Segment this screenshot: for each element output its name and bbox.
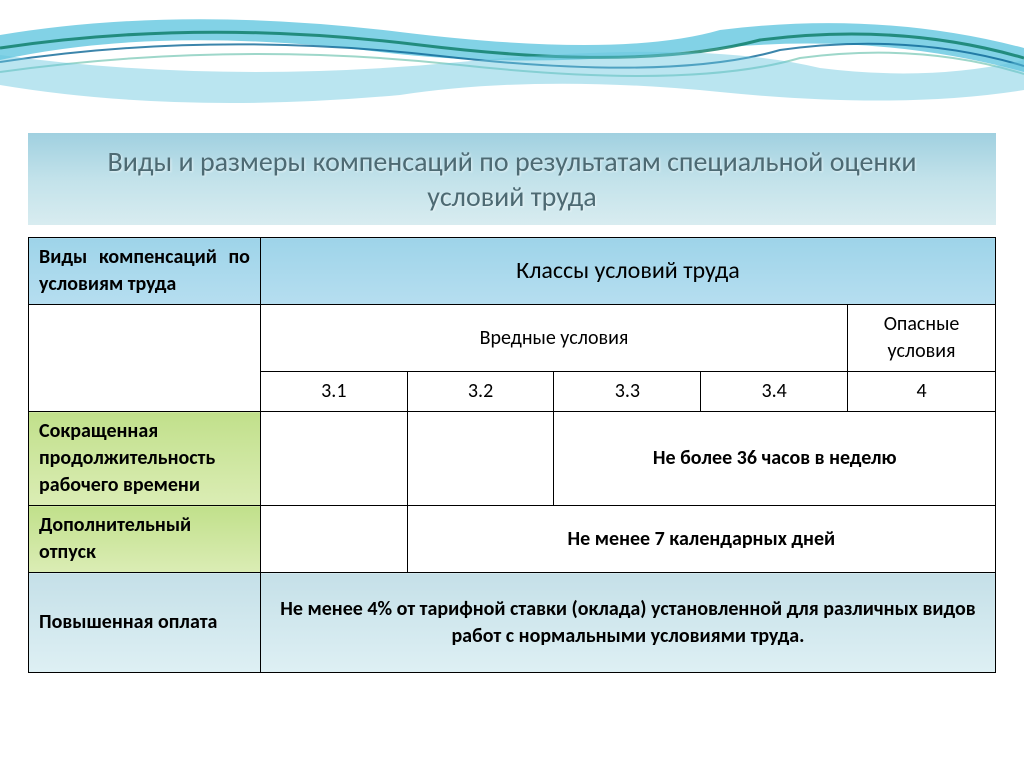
col-3-1: 3.1 [260,372,407,412]
row-increased-pay-value: Не менее 4% от тарифной ставки (оклада) … [260,573,995,673]
col-3-4: 3.4 [701,372,848,412]
col-3-2: 3.2 [407,372,554,412]
slide-title: Виды и размеры компенсаций по результата… [78,144,946,214]
empty-header-cell [29,305,261,412]
compensation-table: Виды компенсаций по условиям труда Класс… [28,237,996,673]
row-reduced-hours-empty-2 [407,412,554,506]
header-classes-label: Классы условий труда [260,238,995,305]
row-reduced-hours-value: Не более 36 часов в неделю [554,412,996,506]
col-4: 4 [848,372,996,412]
header-types-label: Виды компенсаций по условиям труда [29,238,261,305]
wave-decoration [0,0,1024,130]
row-extra-leave-label: Дополнительный отпуск [29,506,261,573]
group-dangerous-label: Опасные условия [848,305,996,372]
row-extra-leave-value: Не менее 7 календарных дней [407,506,995,573]
group-harmful-label: Вредные условия [260,305,847,372]
row-extra-leave-empty [260,506,407,573]
row-reduced-hours-label: Сокращенная продолжительность рабочего в… [29,412,261,506]
col-3-3: 3.3 [554,372,701,412]
slide-title-bar: Виды и размеры компенсаций по результата… [28,133,996,225]
row-reduced-hours-empty-1 [260,412,407,506]
row-increased-pay-label: Повышенная оплата [29,573,261,673]
